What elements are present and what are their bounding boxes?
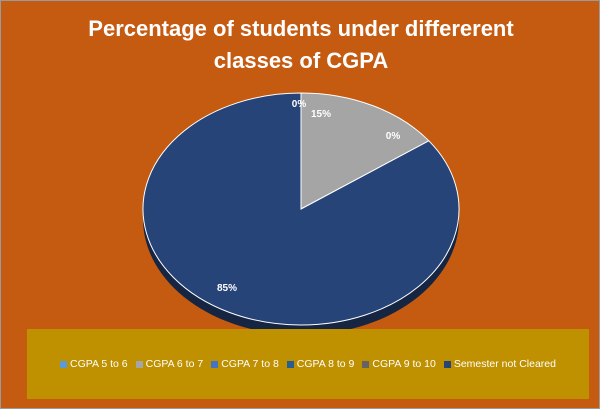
legend-item-5: Semester not Cleared [443,358,556,370]
legend-item-4: CGPA 9 to 10 [362,358,436,370]
legend-label-3: CGPA 8 to 9 [296,358,355,370]
legend-label-2: CGPA 7 to 8 [221,358,279,370]
chart-title-line-1: Percentage of students under differerent [88,16,514,41]
legend-swatch-5 [443,360,451,368]
chart-legend: CGPA 5 to 6 CGPA 6 to 7 CGPA 7 to 8 CGPA 8 … [27,329,589,399]
legend-item-3: CGPA 8 to 9 [286,358,355,370]
chart-title: Percentage of students under differerent… [1,13,600,77]
data-label-5: 85% [217,283,237,294]
legend-item-0: CGPA 5 to 6 [60,358,128,370]
legend-item-1: CGPA 6 to 7 [135,358,204,370]
chart-title-line-2: classes of CGPA [213,48,389,73]
data-label-0: 0% [292,99,307,110]
legend-label-1: CGPA 6 to 7 [145,358,204,370]
pie-slice-5 [142,92,460,326]
data-label-1: 15% [311,109,331,120]
legend-swatch-1 [135,360,143,368]
legend-swatch-4 [362,360,370,368]
legend-item-2: CGPA 7 to 8 [211,358,279,370]
legend-label-0: CGPA 5 to 6 [70,358,128,370]
legend-swatch-2 [211,360,219,368]
legend-label-5: Semester not Cleared [453,358,556,370]
legend-swatch-0 [60,360,68,368]
data-label-2: 0% [386,131,401,142]
legend-label-4: CGPA 9 to 10 [372,358,436,370]
legend-swatch-3 [286,360,294,368]
pie-slice-1 [300,92,430,210]
